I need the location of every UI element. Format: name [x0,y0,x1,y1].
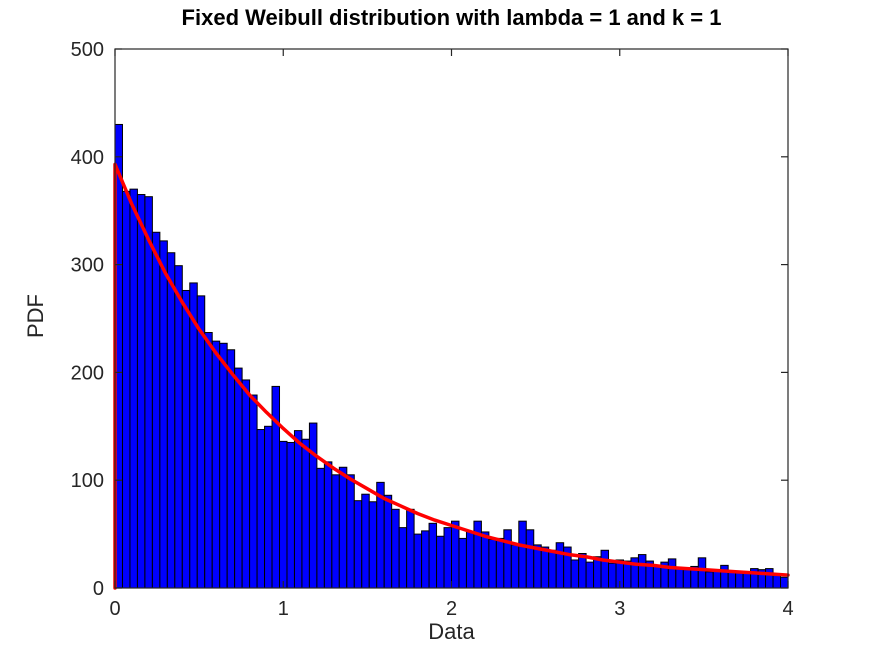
histogram-bar [241,379,251,589]
histogram-bar [361,493,370,589]
histogram-bar [256,429,266,589]
histogram-bar [391,508,400,589]
histogram-bar [570,559,580,589]
histogram-bar [682,569,692,589]
histogram-bar [503,529,512,589]
chart-title: Fixed Weibull distribution with lambda =… [181,5,722,30]
x-axis-label: Data [428,619,475,644]
histogram-bar [219,342,228,589]
histogram-bar [211,340,221,589]
histogram-bar [772,574,782,589]
histogram-bar [136,194,146,589]
y-tick-label: 500 [71,39,104,61]
histogram-bar [697,557,707,589]
histogram-bar [338,466,348,589]
x-tick-label: 3 [614,598,625,620]
y-tick-label: 0 [93,578,104,600]
x-tick-label: 4 [782,598,793,620]
histogram-bar [488,538,497,589]
histogram-bar [705,571,714,589]
histogram-bar [159,240,168,589]
histogram-bar [458,537,467,589]
histogram-bar [548,549,557,589]
histogram-bar [323,461,333,589]
histogram-bar [525,529,535,589]
histogram-bar [555,542,565,589]
histogram-bar [308,422,318,589]
histogram-bars [114,123,789,589]
histogram-bar [121,190,131,589]
histogram-bar [593,556,602,589]
histogram-bar [578,553,587,589]
histogram-bar [675,568,684,589]
histogram-bar [368,501,378,589]
histogram-bar [421,530,430,589]
histogram-bar [585,561,595,589]
histogram-bar [495,537,505,589]
histogram-bar [473,520,482,589]
histogram-bar [765,568,774,589]
histogram-bar [720,564,729,589]
x-tick-label: 1 [278,598,289,620]
histogram-bar [480,531,490,589]
histogram-bar [652,565,662,589]
histogram-bar [406,508,415,589]
histogram-bar [540,546,550,589]
histogram-bar [518,520,527,589]
histogram-bar [151,231,161,589]
histogram-bar [346,474,355,589]
histogram-bar [727,571,737,589]
histogram-bar [174,265,183,589]
histogram-bar [144,196,153,589]
histogram-bar [204,332,213,589]
axes-box-and-ticks [114,48,789,589]
y-tick-label: 300 [71,255,104,277]
histogram-bar [428,522,438,589]
x-tick-label: 2 [446,598,457,620]
histogram-bar [264,425,273,589]
histogram-bar [742,572,752,589]
fit-curve [113,162,790,590]
histogram-bar [443,527,452,589]
histogram-bar [600,549,610,589]
histogram-bar [129,188,138,589]
y-tick-label: 200 [71,362,104,384]
histogram-bar [608,562,617,589]
histogram-bar [413,533,423,589]
histogram-bar [451,520,460,589]
histogram-bar [316,467,325,589]
histogram-bar [667,558,677,589]
histogram-bar [780,576,789,589]
histogram-bar [353,500,363,589]
histogram-bar [436,535,445,589]
histogram-bar [465,531,475,589]
histogram-bar [510,544,520,589]
fit-curve-line [113,162,790,590]
y-tick-label: 100 [71,470,104,492]
histogram-bar [331,474,340,589]
histogram-bar [196,295,206,589]
histogram-bar [279,440,288,589]
tick-labels: 0 1 2 3 4 0 100 200 300 400 500 [71,39,794,620]
histogram-bar [293,430,303,589]
histogram-bar [286,441,295,589]
histogram-bar [383,494,393,589]
histogram-bar [181,289,191,589]
histogram-bar [637,554,647,589]
histogram-bar [301,438,310,589]
histogram-bar [189,282,198,589]
histogram-bar [735,571,744,589]
histogram-bar [249,394,258,589]
x-tick-label: 0 [109,598,120,620]
histogram-bar [398,527,408,589]
y-tick-label: 400 [71,147,104,169]
histogram-bar [533,544,542,589]
histogram-bar [166,252,176,589]
histogram-bar [226,349,236,589]
histogram-bar [234,367,243,589]
